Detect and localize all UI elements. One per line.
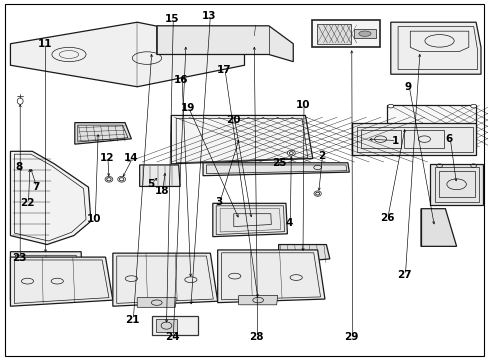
Polygon shape [311,21,379,47]
Polygon shape [316,24,350,44]
Polygon shape [386,105,475,148]
Text: 22: 22 [20,198,35,208]
Polygon shape [152,316,198,335]
Text: 5: 5 [147,179,154,189]
Polygon shape [429,164,483,205]
Ellipse shape [313,191,321,196]
Text: 13: 13 [202,11,216,21]
Polygon shape [10,151,91,244]
Text: 11: 11 [37,39,52,49]
Polygon shape [10,257,113,306]
Text: 20: 20 [226,115,241,125]
Ellipse shape [161,167,169,172]
Text: 8: 8 [16,162,23,172]
Ellipse shape [105,176,113,182]
Polygon shape [420,209,456,246]
Text: 1: 1 [391,136,399,145]
Ellipse shape [358,31,370,36]
Polygon shape [10,252,82,300]
Polygon shape [19,158,41,174]
Polygon shape [140,165,180,186]
Text: 27: 27 [396,270,411,280]
Ellipse shape [470,144,476,148]
Text: 6: 6 [445,134,452,144]
Ellipse shape [387,144,393,148]
Text: 29: 29 [344,332,358,342]
Ellipse shape [387,104,393,108]
Polygon shape [212,203,287,237]
Polygon shape [10,22,244,87]
Polygon shape [351,123,475,155]
Text: 12: 12 [100,153,114,163]
Text: 18: 18 [154,186,168,197]
Polygon shape [157,26,293,62]
Polygon shape [156,319,177,332]
Text: 10: 10 [87,215,102,224]
Polygon shape [238,296,277,305]
Polygon shape [137,298,176,307]
Polygon shape [75,123,131,144]
Ellipse shape [470,104,476,108]
Text: 24: 24 [164,332,179,342]
Polygon shape [203,163,348,176]
Text: 2: 2 [317,150,325,161]
Polygon shape [113,253,217,306]
Text: 9: 9 [404,82,411,92]
Ellipse shape [287,150,295,156]
Text: 16: 16 [174,75,188,85]
Text: 26: 26 [379,213,393,222]
Text: 14: 14 [124,153,139,163]
Polygon shape [13,164,30,177]
Text: 15: 15 [165,14,179,24]
Text: 23: 23 [12,253,26,263]
Text: 25: 25 [272,158,286,168]
Text: 19: 19 [181,103,195,113]
Polygon shape [390,22,480,74]
Text: 28: 28 [249,332,264,342]
Text: 10: 10 [295,100,309,110]
Text: 17: 17 [216,64,231,75]
Polygon shape [353,30,375,39]
Text: 3: 3 [215,197,223,207]
Text: 4: 4 [285,218,292,228]
Text: 21: 21 [125,315,139,325]
Polygon shape [278,244,329,263]
Polygon shape [171,116,312,164]
Polygon shape [217,250,325,303]
Text: 7: 7 [32,182,40,192]
Ellipse shape [118,176,125,182]
